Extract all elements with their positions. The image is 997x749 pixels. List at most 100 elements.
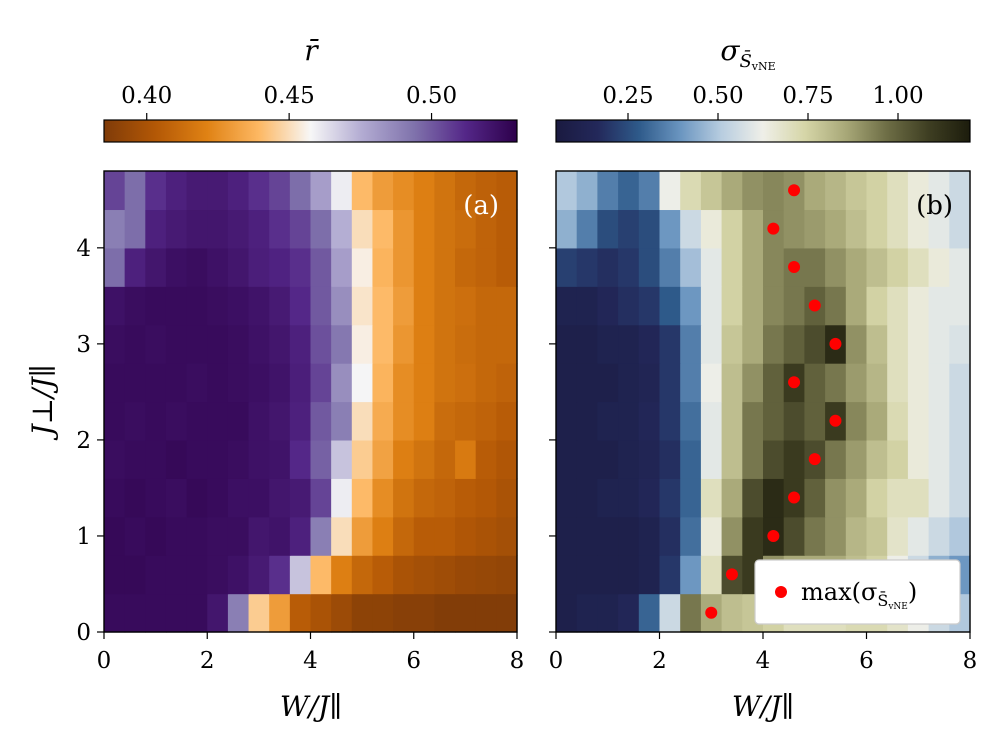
heatmap-cell [207, 555, 229, 595]
heatmap-cell [928, 401, 950, 441]
heatmap-cell [207, 401, 229, 441]
heatmap-cell [928, 324, 950, 364]
heatmap-cell [351, 363, 374, 403]
heatmap-cell [289, 555, 312, 595]
heatmap-cell [372, 247, 394, 287]
legend-box [754, 559, 961, 625]
heatmap-cell [659, 209, 681, 249]
heatmap-cell [434, 555, 456, 595]
heatmap-cell [680, 555, 702, 595]
heatmap-cell [783, 324, 805, 364]
heatmap-cell [721, 516, 743, 556]
heatmap-cell [845, 401, 868, 441]
heatmap-cell [907, 439, 930, 479]
scatter-point [788, 376, 801, 389]
colorbar-tick-label: 0.40 [121, 83, 172, 109]
heatmap-cell [638, 286, 661, 326]
heatmap-cell [186, 555, 208, 595]
heatmap-cell [104, 286, 126, 326]
heatmap-cell [207, 286, 229, 326]
heatmap-cell [186, 516, 208, 556]
heatmap-cell [700, 555, 723, 595]
heatmap-cell [455, 478, 477, 518]
scatter-point [767, 222, 780, 235]
heatmap-cell [124, 286, 146, 326]
heatmap-cell [680, 324, 702, 364]
heatmap-cell [351, 401, 374, 441]
x-tick-label: 8 [963, 648, 978, 674]
scatter-point [808, 453, 821, 466]
heatmap-cell [124, 555, 146, 595]
heatmap-cell [413, 247, 435, 287]
heatmap-cell [351, 247, 374, 287]
heatmap-cell [659, 478, 681, 518]
heatmap-cell [269, 439, 291, 479]
heatmap-cell [124, 363, 146, 403]
heatmap-cell [145, 247, 167, 287]
heatmap-cell [186, 363, 208, 403]
heatmap-cell [124, 324, 146, 364]
heatmap-cell [104, 555, 126, 595]
heatmap-cell [165, 478, 188, 518]
heatmap-cell [475, 516, 497, 556]
heatmap-cell [783, 516, 805, 556]
heatmap-cell [597, 324, 619, 364]
heatmap-cell [207, 516, 229, 556]
heatmap-cell [104, 247, 126, 287]
y-tick-label: 0 [76, 620, 91, 646]
heatmap-cell [496, 516, 518, 556]
heatmap-cell [331, 555, 353, 595]
heatmap-cell [597, 555, 619, 595]
panel-b-xticks: 0 2 4 6 8 [549, 632, 978, 674]
heatmap-cell [949, 324, 971, 364]
heatmap-cell [455, 401, 477, 441]
heatmap-cell [597, 401, 619, 441]
heatmap-cell [949, 401, 971, 441]
heatmap-cell [659, 555, 681, 595]
heatmap-cell [475, 555, 497, 595]
y-tick-label: 1 [76, 524, 91, 550]
heatmap-cell [866, 478, 888, 518]
heatmap-cell [455, 439, 477, 479]
heatmap-cell [207, 478, 229, 518]
heatmap-cell [742, 401, 764, 441]
heatmap-cell [576, 555, 598, 595]
heatmap-cell [393, 286, 415, 326]
heatmap-cell [680, 363, 702, 403]
heatmap-cell [783, 286, 805, 326]
heatmap-cell [393, 555, 415, 595]
heatmap-cell [597, 516, 619, 556]
heatmap-cell [496, 247, 518, 287]
heatmap-cell [227, 439, 250, 479]
heatmap-cell [248, 171, 270, 211]
panel-a: 0 2 4 6 8 0 1 2 3 4 (a) W/J∥ J⊥/J∥ [26, 170, 524, 723]
heatmap-cell [496, 171, 518, 211]
panel-a-ylabel: J⊥/J∥ [26, 364, 59, 440]
heatmap-cell [804, 516, 826, 556]
heatmap-cell [331, 516, 353, 556]
heatmap-cell [145, 593, 167, 633]
heatmap-cell [289, 593, 312, 633]
colorbar-tick-label: 1.00 [872, 83, 923, 109]
heatmap-cell [351, 286, 374, 326]
legend-text: max(σS̄vNE) [801, 578, 917, 612]
heatmap-cell [186, 247, 208, 287]
heatmap-cell [928, 363, 950, 403]
heatmap-cell [393, 324, 415, 364]
x-tick-label: 4 [756, 648, 771, 674]
heatmap-cell [248, 401, 270, 441]
heatmap-cell [721, 324, 743, 364]
heatmap-cell [455, 516, 477, 556]
heatmap-cell [207, 593, 229, 633]
heatmap-cell [455, 324, 477, 364]
heatmap-cell [372, 516, 394, 556]
heatmap-cell [310, 286, 332, 326]
heatmap-cell [475, 171, 497, 211]
colorbar-b-label-sub: S̄ [739, 49, 751, 72]
heatmap-cell [742, 324, 764, 364]
heatmap-cell [227, 247, 250, 287]
legend: max(σS̄vNE) [754, 559, 961, 625]
heatmap-cell [372, 439, 394, 479]
heatmap-cell [331, 324, 353, 364]
